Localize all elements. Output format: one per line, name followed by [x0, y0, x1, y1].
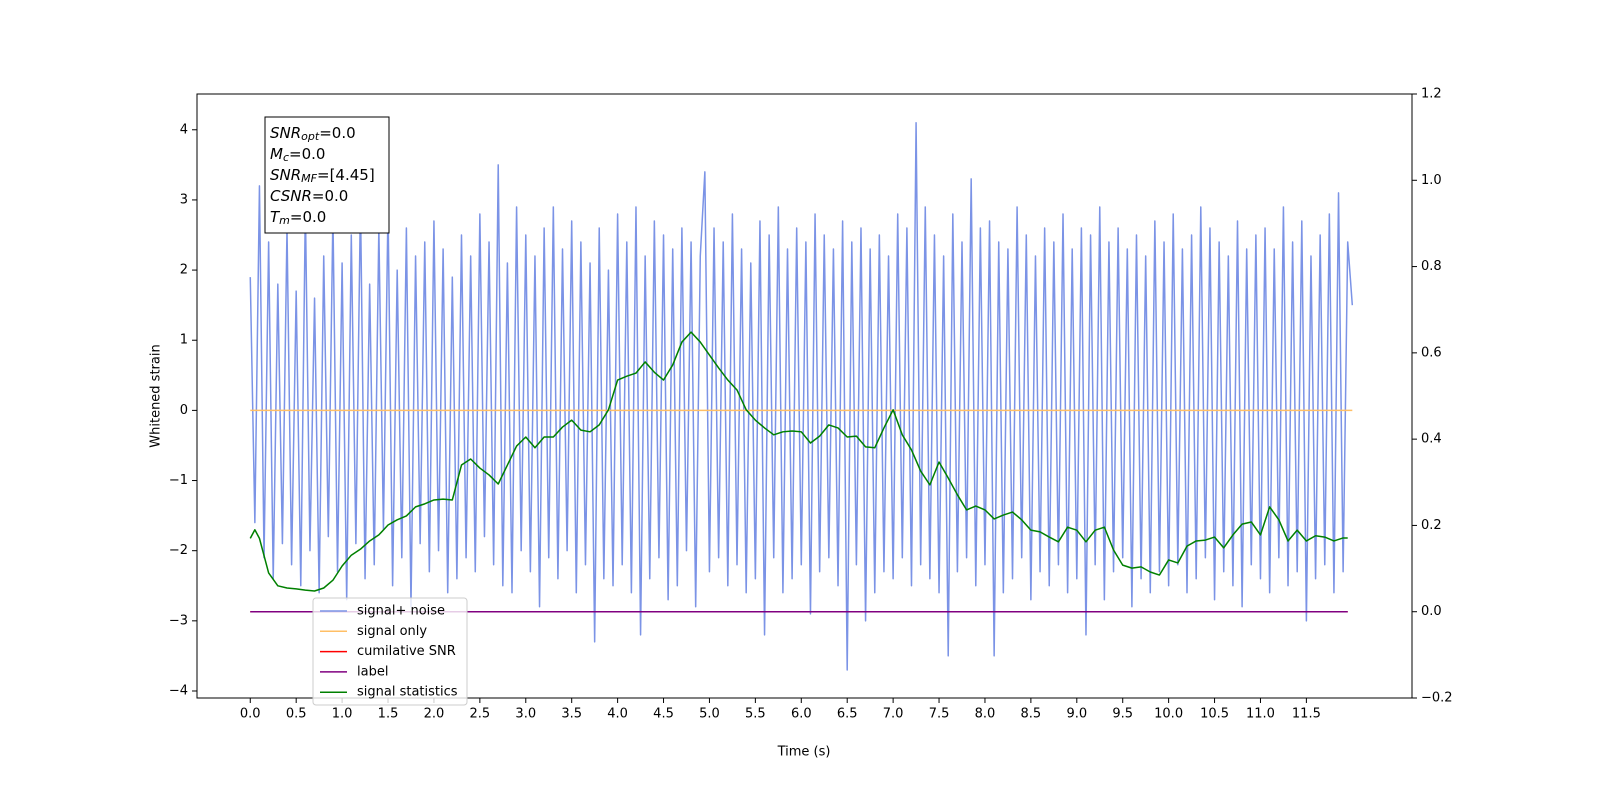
x-tick-label: 4.0	[607, 707, 628, 722]
y-tick-label: 2	[180, 263, 188, 278]
y-tick-label: 4	[180, 122, 188, 137]
annotation-value: =0.0	[289, 145, 325, 163]
annotation-line: SNRMF=[4.45]	[270, 166, 375, 186]
y-tick-label: −3	[169, 613, 188, 628]
x-tick-label: 8.5	[1021, 707, 1042, 722]
y2-tick-label: −0.2	[1421, 691, 1453, 706]
x-tick-label: 7.5	[929, 707, 950, 722]
y2-tick-label: 0.2	[1421, 518, 1442, 533]
legend-label: signal statistics	[357, 685, 458, 700]
y-tick-label: 1	[180, 333, 188, 348]
legend-label: label	[357, 664, 388, 679]
y2-tick-label: 0.6	[1421, 345, 1442, 360]
y-tick-label: 3	[180, 192, 188, 207]
annotation-subscript: m	[279, 214, 290, 227]
y-tick-label: −4	[169, 683, 188, 698]
annotation-symbol: M	[270, 145, 283, 163]
x-tick-label: 9.5	[1112, 707, 1133, 722]
x-tick-label: 0.5	[286, 707, 307, 722]
annotation-line: Tm=0.0	[270, 208, 326, 228]
plot-area	[249, 122, 1354, 671]
x-tick-label: 11.5	[1292, 707, 1321, 722]
annotation-value: =0.0	[319, 124, 355, 142]
x-tick-label: 5.5	[745, 707, 766, 722]
y2-tick-label: 0.8	[1421, 259, 1442, 274]
legend-label: cumilative SNR	[357, 644, 456, 659]
x-tick-label: 0.0	[240, 707, 261, 722]
annotation-symbol: SNR	[270, 166, 301, 184]
annotation-symbol: T	[270, 208, 281, 226]
annotation-line: CSNR=0.0	[270, 187, 348, 205]
annotation-subscript: MF	[301, 172, 317, 185]
x-tick-label: 9.0	[1066, 707, 1087, 722]
annotation-value: =0.0	[312, 187, 348, 205]
x-tick-label: 5.0	[699, 707, 720, 722]
x-tick-label: 7.0	[883, 707, 904, 722]
x-tick-label: 10.5	[1200, 707, 1229, 722]
y2-tick-label: 1.2	[1421, 87, 1442, 102]
x-tick-label: 4.5	[653, 707, 674, 722]
x-tick-label: 6.5	[837, 707, 858, 722]
x-tick-label: 11.0	[1246, 707, 1275, 722]
annotation-symbol: CSNR	[270, 187, 312, 205]
annotation-subscript: opt	[301, 130, 320, 143]
x-tick-label: 1.0	[332, 707, 353, 722]
legend-box	[312, 597, 468, 706]
y2-tick-label: 1.0	[1421, 173, 1442, 188]
x-tick-label: 1.5	[378, 707, 399, 722]
y-tick-label: −2	[169, 543, 188, 558]
x-tick-label: 3.5	[561, 707, 582, 722]
x-tick-label: 6.0	[791, 707, 812, 722]
x-tick-label: 3.0	[515, 707, 536, 722]
legend-label: signal only	[357, 624, 427, 639]
y2-tick-label: 0.4	[1421, 432, 1442, 447]
x-tick-label: 2.5	[470, 707, 491, 722]
y2-tick-label: 0.0	[1421, 604, 1442, 619]
annotation-line: Mc=0.0	[270, 145, 325, 165]
annotation-line: SNRopt=0.0	[270, 124, 356, 144]
x-tick-label: 2.0	[424, 707, 445, 722]
x-axis-label: Time (s)	[777, 745, 831, 760]
series-line	[249, 122, 1354, 671]
series-line	[249, 331, 1348, 592]
annotation-value: =0.0	[290, 208, 326, 226]
y-tick-label: −1	[169, 473, 188, 488]
annotation-symbol: SNR	[270, 124, 301, 142]
annotation-box	[264, 116, 390, 234]
annotation-subscript: c	[283, 151, 289, 164]
x-tick-label: 8.0	[975, 707, 996, 722]
y-axis-label: Whitened strain	[149, 344, 164, 447]
y-tick-label: 0	[180, 403, 188, 418]
legend-label: signal+ noise	[357, 604, 445, 619]
x-tick-label: 10.0	[1154, 707, 1183, 722]
plot-frame	[196, 93, 1413, 699]
annotation-value: =[4.45]	[317, 166, 375, 184]
